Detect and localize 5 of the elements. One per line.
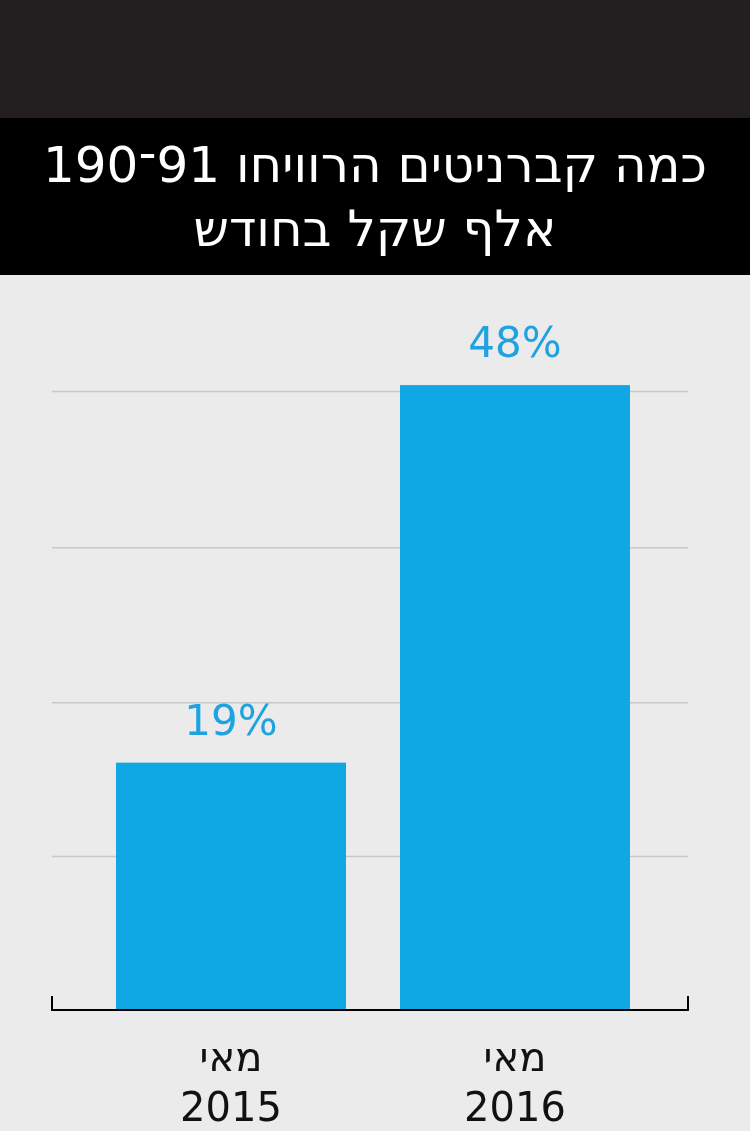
chart-title: כמה קברניטים הרוויחו 91־190 אלף שקל בחודש xyxy=(41,135,709,260)
x-tick-label: מאי 2015 xyxy=(179,1033,283,1131)
data-label: 19% xyxy=(184,695,278,745)
data-label: 48% xyxy=(468,318,562,368)
x-tick-label: מאי 2016 xyxy=(463,1033,567,1131)
